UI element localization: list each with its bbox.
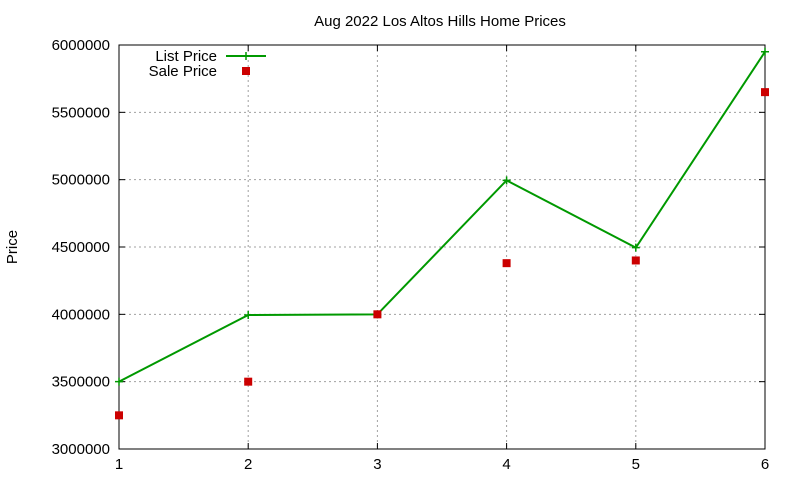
list-price-line	[118, 51, 766, 383]
y-tick-label: 5000000	[52, 172, 110, 189]
y-tick-label: 6000000	[52, 37, 110, 54]
y-tick-label: 4500000	[52, 239, 110, 256]
list-price-point	[244, 311, 253, 320]
y-axis: 3000000 3500000 4000000 4500000 5000000 55000…	[52, 37, 765, 458]
legend-swatch-marker	[242, 52, 250, 60]
list-price-point	[502, 176, 511, 185]
sale-price-point	[631, 256, 640, 265]
y-tick-label: 3500000	[52, 374, 110, 391]
series-layer	[115, 47, 769, 420]
x-axis: 1 2 3 4 5 6	[115, 45, 769, 473]
x-tick-label: 6	[761, 456, 769, 473]
list-price-point	[761, 47, 769, 56]
y-tick-label: 3000000	[52, 441, 110, 458]
x-tick-label: 2	[244, 456, 252, 473]
sale-price-point	[244, 377, 253, 386]
x-tick-label: 5	[632, 456, 640, 473]
list-price-point	[115, 377, 123, 386]
x-tick-label: 1	[115, 456, 123, 473]
sale-price-point	[761, 88, 769, 97]
y-tick-label: 5500000	[52, 104, 110, 121]
sale-price-point	[502, 259, 511, 268]
legend-label: Sale Price	[149, 63, 217, 80]
chart-title: Aug 2022 Los Altos Hills Home Prices	[314, 13, 566, 30]
sale-price-point	[115, 411, 123, 420]
legend-label: List Price	[155, 48, 217, 65]
legend-swatch-marker	[242, 67, 250, 75]
x-tick-label: 3	[373, 456, 381, 473]
y-axis-label: Price	[4, 230, 21, 264]
sale-price-point	[373, 310, 382, 319]
list-price-point	[631, 243, 640, 252]
y-tick-label: 4000000	[52, 306, 110, 323]
x-tick-label: 4	[502, 456, 510, 473]
